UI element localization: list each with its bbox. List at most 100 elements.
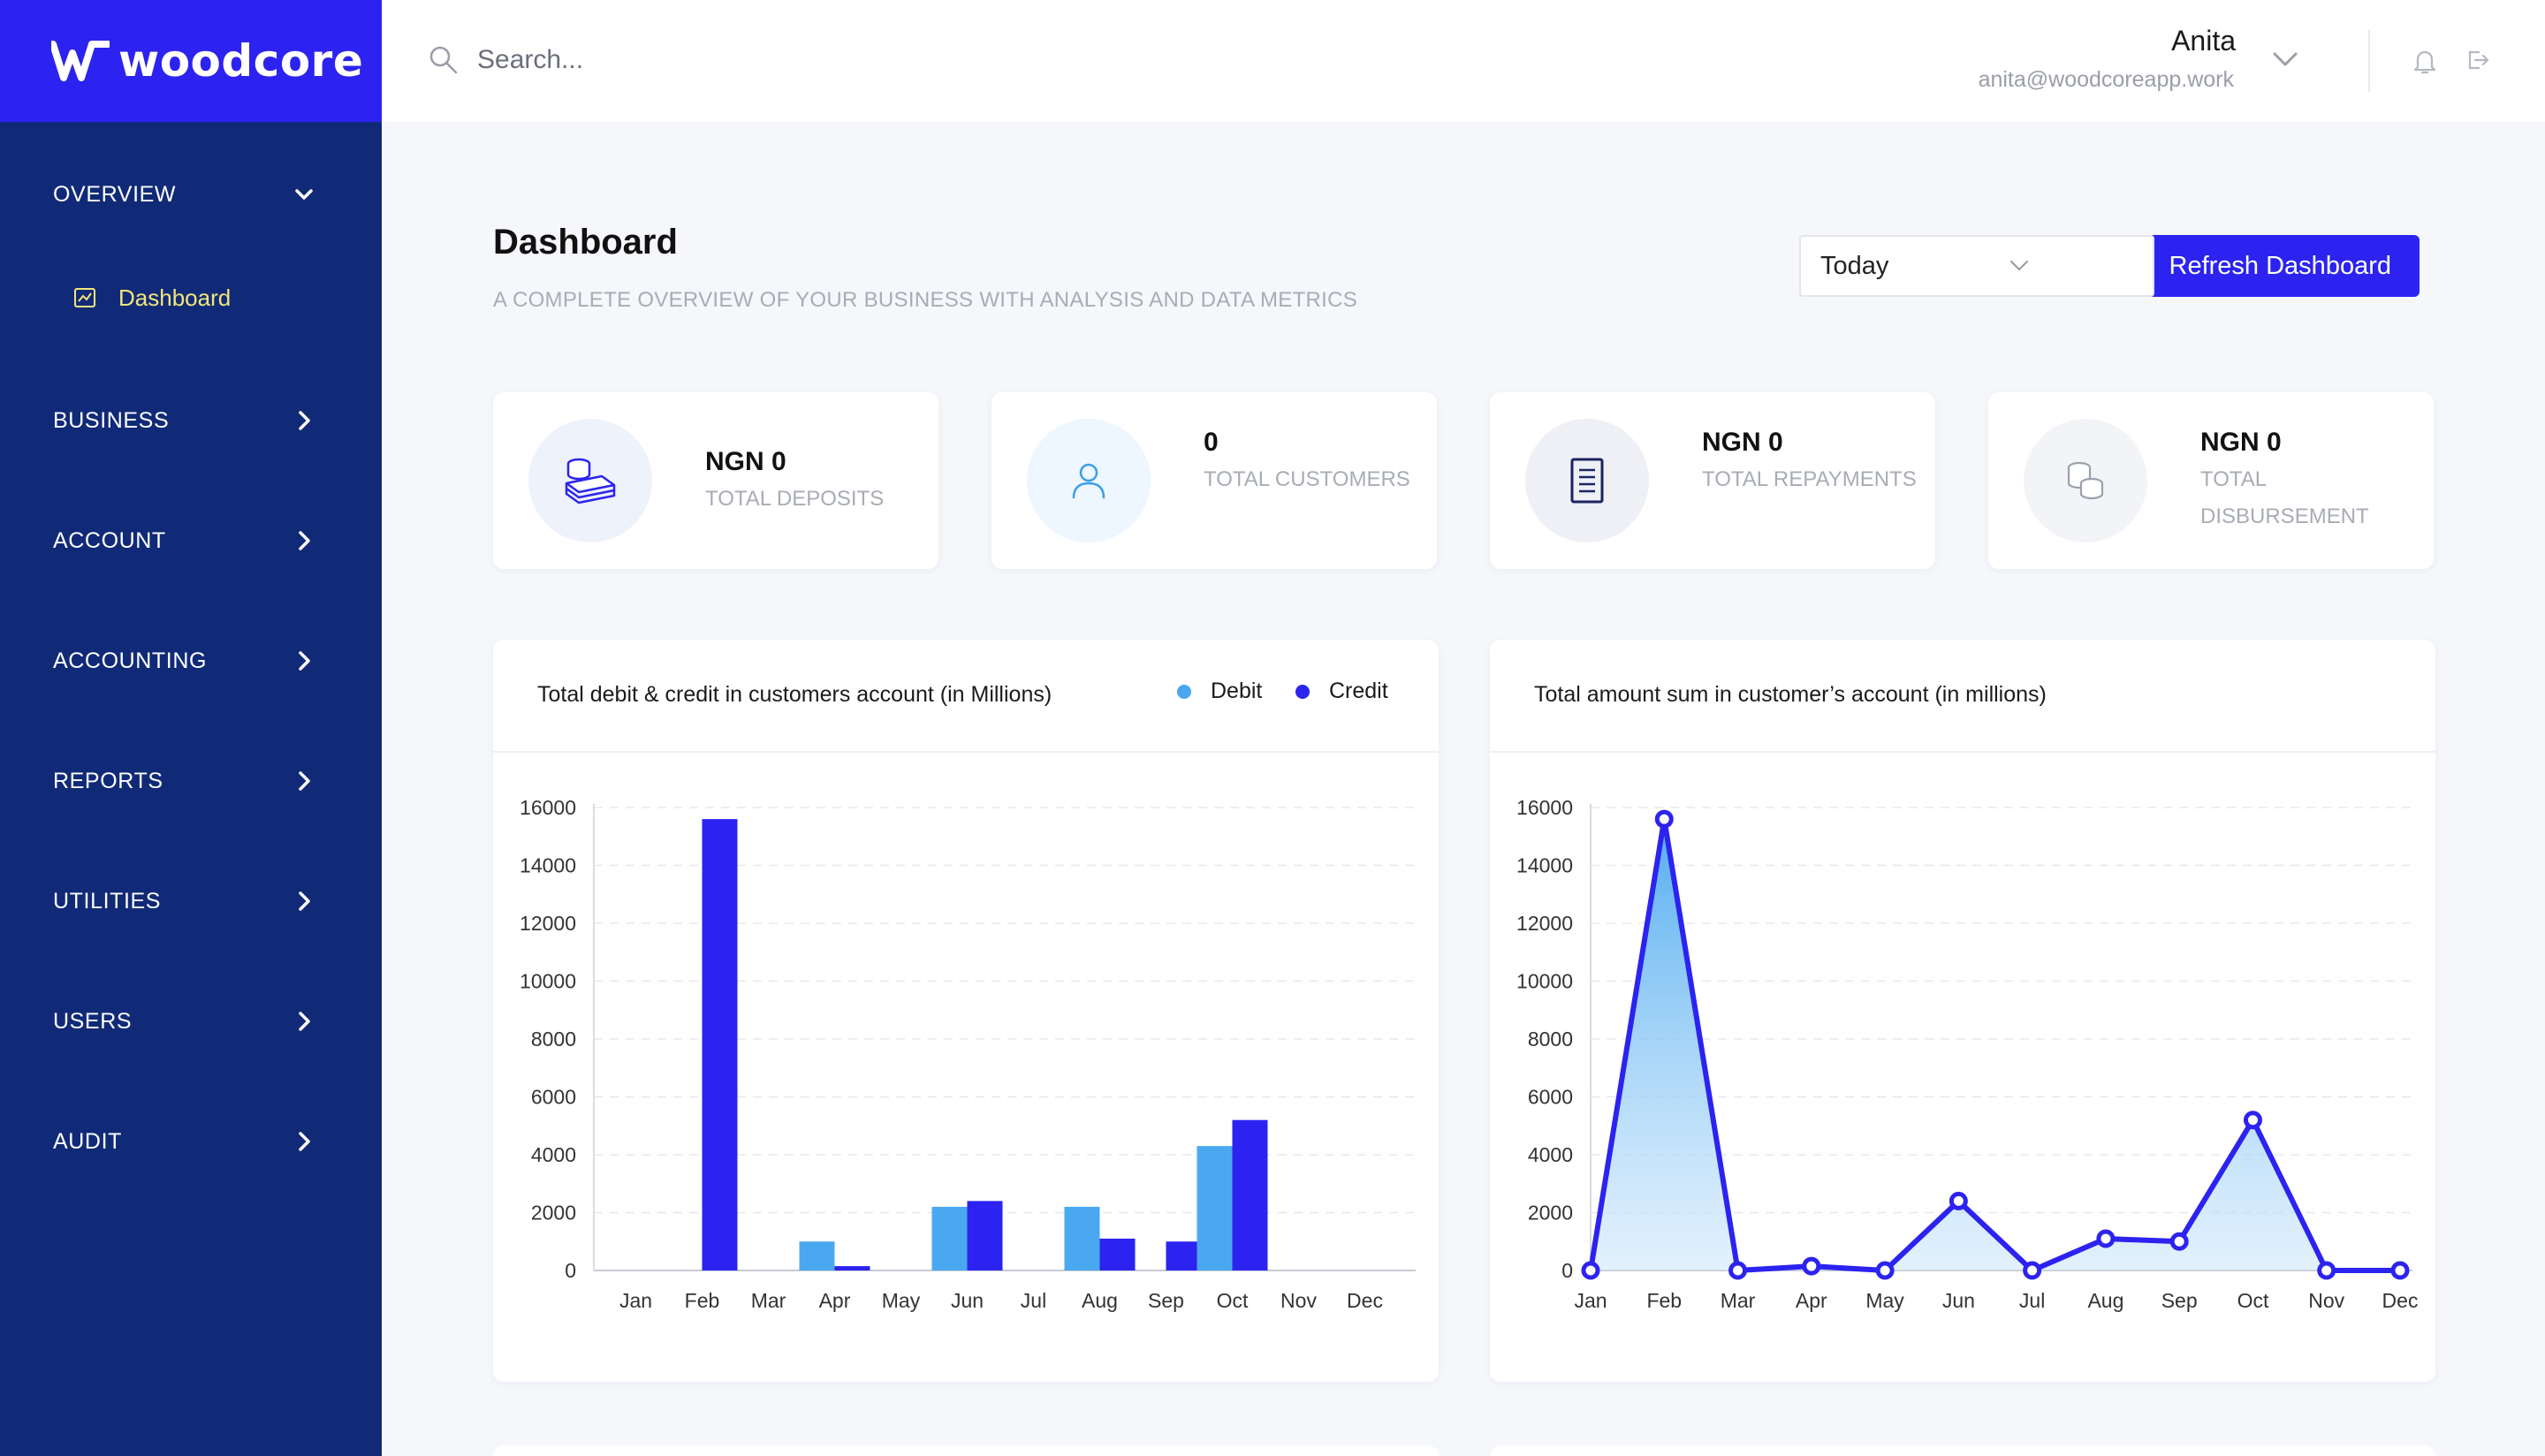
next-panel [493, 1445, 1439, 1456]
data-point [2390, 1261, 2410, 1280]
debit-credit-chart-panel: Total debit & credit in customers accoun… [493, 640, 1439, 1382]
sidebar-item-label: Dashboard [118, 284, 232, 311]
data-point [2169, 1232, 2189, 1251]
x-tick-label: Aug [1082, 1289, 1118, 1312]
sidebar-item-dashboard[interactable]: Dashboard [0, 271, 382, 324]
x-tick-label: Feb [685, 1289, 720, 1312]
bar-credit [834, 1266, 870, 1270]
sidebar-item-audit[interactable]: AUDIT [0, 1111, 382, 1172]
search-input[interactable] [477, 35, 1096, 85]
money-stack-icon [528, 419, 652, 542]
area-chart: 0 2000 4000 6000 8000 10000 12000 14000 16000 Jan… [1516, 796, 2419, 1312]
x-tick-label: Mar [751, 1289, 786, 1312]
sidebar-item-accounting[interactable]: ACCOUNTING [0, 630, 382, 692]
brand-name: woodcore [118, 35, 364, 87]
sidebar-item-label: UTILITIES [53, 888, 162, 914]
legend-dot [1177, 684, 1191, 699]
legend-item-credit[interactable]: Credit [1295, 679, 1388, 704]
x-tick-label: Oct [1217, 1289, 1249, 1312]
sidebar-item-account[interactable]: ACCOUNT [0, 510, 382, 572]
chevron-down-icon [2009, 260, 2029, 271]
chevron-right-icon [299, 411, 310, 430]
bar-credit [1099, 1238, 1136, 1270]
sidebar-item-business[interactable]: BUSINESS [0, 390, 382, 451]
user-email: anita@woodcoreapp.work [1978, 67, 2234, 92]
y-tick-label: 14000 [1516, 854, 1573, 877]
chevron-down-icon [295, 189, 313, 200]
period-select-value: Today [1820, 251, 1889, 280]
sidebar-item-label: ACCOUNTING [53, 648, 208, 673]
chevron-down-icon[interactable] [2269, 46, 2301, 72]
y-tick-label: 0 [1561, 1259, 1573, 1282]
x-tick-label: Jul [2019, 1289, 2045, 1312]
y-tick-label: 8000 [531, 1028, 576, 1050]
y-tick-label: 12000 [520, 912, 576, 935]
y-tick-label: 16000 [1516, 796, 1573, 819]
period-select[interactable]: Today [1799, 235, 2154, 297]
sidebar-item-reports[interactable]: REPORTS [0, 750, 382, 812]
x-tick-label: Jan [619, 1289, 652, 1312]
x-tick-label: Oct [2237, 1289, 2269, 1312]
x-tick-label: Jul [1021, 1289, 1046, 1312]
bar-debit [931, 1206, 968, 1270]
chevron-right-icon [299, 531, 310, 550]
data-point [1581, 1261, 1600, 1280]
search-icon [429, 46, 458, 74]
y-tick-label: 2000 [1528, 1202, 1573, 1225]
y-tick-label: 12000 [1516, 912, 1573, 935]
y-tick-label: 4000 [1528, 1143, 1573, 1166]
x-tick-label: Dec [1347, 1289, 1383, 1312]
y-tick-label: 10000 [1516, 970, 1573, 993]
legend-item-debit[interactable]: Debit [1177, 679, 1262, 704]
sidebar-item-label: REPORTS [53, 768, 163, 793]
card-value: NGN 0 [2200, 428, 2282, 457]
x-tick-label: Jan [1574, 1289, 1607, 1312]
data-point [1654, 809, 1674, 829]
stat-card-deposits: NGN 0 TOTAL DEPOSITS [493, 392, 938, 569]
divider [493, 751, 1439, 753]
data-point [2243, 1111, 2262, 1130]
chevron-right-icon [299, 891, 310, 911]
bell-icon[interactable] [2411, 46, 2439, 76]
bar-credit [1166, 1241, 1202, 1270]
legend-label: Credit [1329, 679, 1388, 703]
data-point [1728, 1261, 1748, 1280]
x-tick-label: Nov [2308, 1289, 2344, 1312]
sidebar-item-users[interactable]: USERS [0, 990, 382, 1052]
legend-dot [1295, 684, 1310, 699]
sidebar-item-utilities[interactable]: UTILITIES [0, 870, 382, 932]
chart-title: Total amount sum in customer’s account (… [1534, 682, 2047, 707]
chart-title: Total debit & credit in customers accoun… [537, 682, 1052, 707]
x-tick-label: Apr [1796, 1289, 1827, 1312]
document-icon [1525, 419, 1649, 542]
next-panel [1490, 1445, 2435, 1456]
card-value: NGN 0 [705, 447, 786, 476]
sidebar-item-label: AUDIT [53, 1128, 122, 1154]
x-tick-label: Aug [2087, 1289, 2123, 1312]
chevron-right-icon [299, 771, 310, 791]
chevron-right-icon [299, 1132, 310, 1151]
data-point [1949, 1191, 1968, 1210]
y-tick-label: 2000 [531, 1202, 576, 1225]
bar-credit [967, 1201, 1003, 1270]
user-name[interactable]: Anita [2171, 25, 2236, 57]
chevron-right-icon [299, 651, 310, 671]
x-tick-label: Dec [2382, 1289, 2419, 1312]
x-tick-label: Jun [951, 1289, 984, 1312]
card-label: TOTAL CUSTOMERS [1204, 467, 1410, 491]
sidebar-item-overview[interactable]: OVERVIEW [0, 163, 382, 225]
card-value: NGN 0 [1702, 428, 1783, 457]
bar-chart: 0 2000 4000 6000 8000 10000 12000 14000 16000 Jan… [520, 796, 1416, 1312]
legend-label: Debit [1211, 679, 1263, 703]
bar-debit [799, 1241, 835, 1270]
total-amount-chart-panel: Total amount sum in customer’s account (… [1490, 640, 2435, 1382]
divider [1490, 751, 2435, 753]
data-point [2317, 1261, 2336, 1280]
logout-icon[interactable] [2465, 48, 2490, 72]
refresh-dashboard-button[interactable]: Refresh Dashboard [2107, 235, 2420, 297]
data-point [1875, 1261, 1895, 1280]
sidebar-item-label: ACCOUNT [53, 527, 166, 553]
x-tick-label: Apr [819, 1289, 851, 1312]
y-tick-label: 4000 [531, 1143, 576, 1166]
logo[interactable]: woodcore [0, 0, 382, 122]
